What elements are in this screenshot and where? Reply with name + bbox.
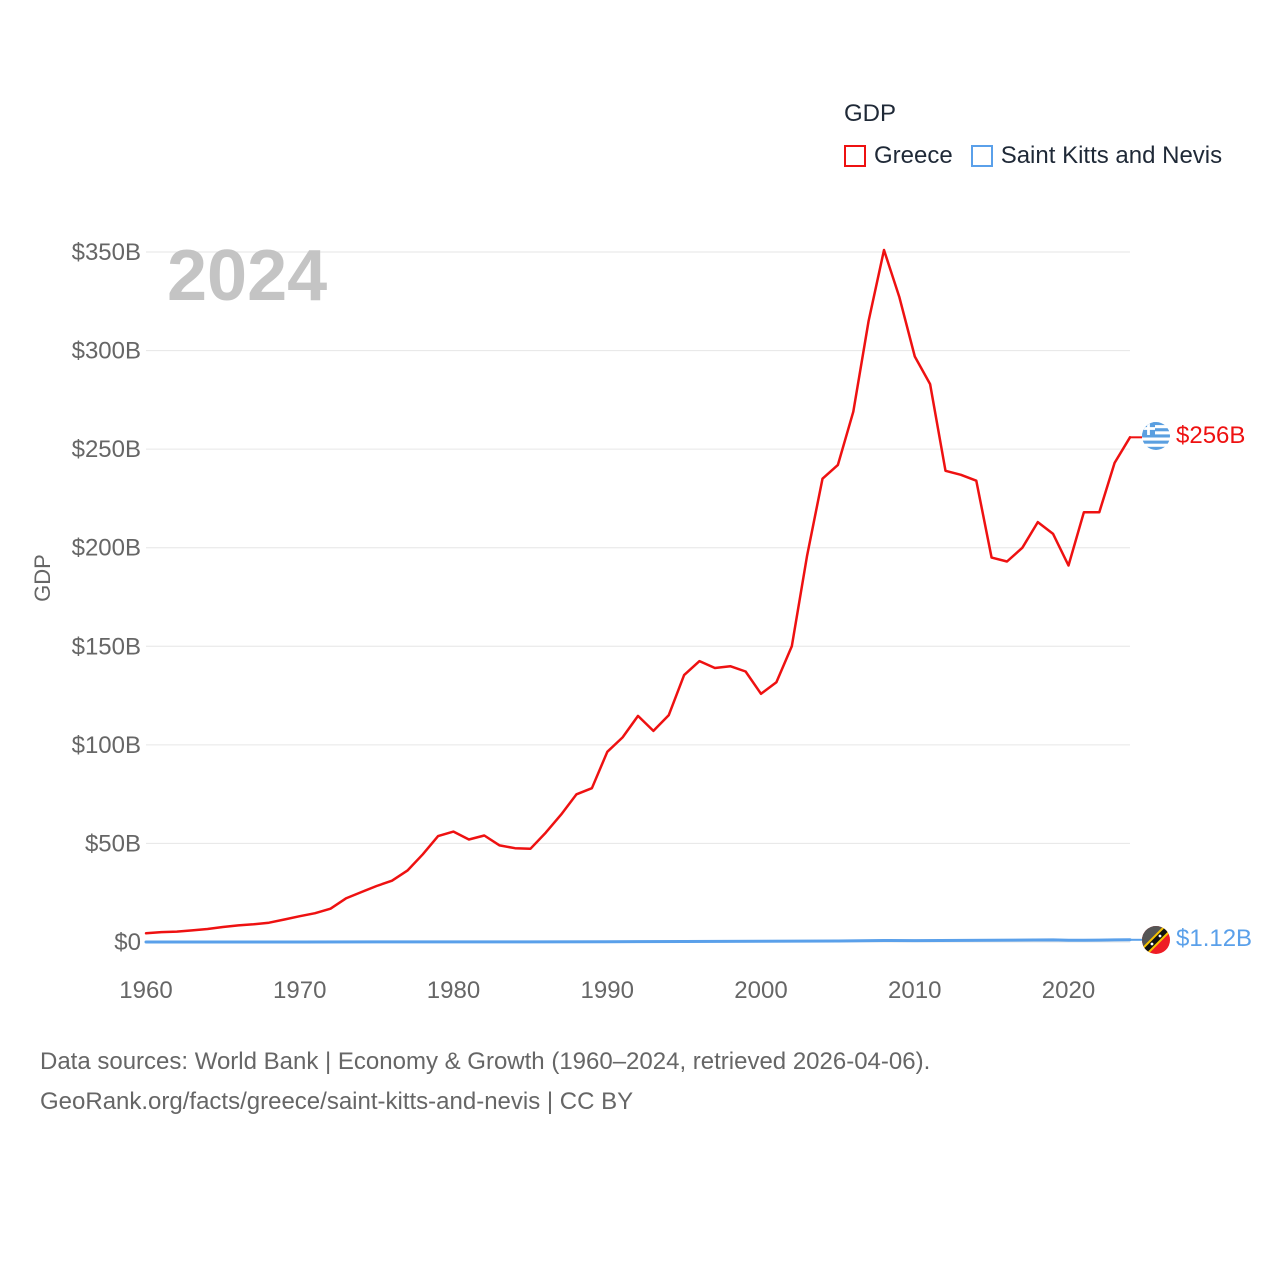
- y-tick-label: $50B: [85, 830, 141, 857]
- legend: Greece Saint Kitts and Nevis: [844, 142, 1240, 170]
- data-source-note: Data sources: World Bank | Economy & Gro…: [40, 1042, 930, 1122]
- y-tick-label: $100B: [72, 732, 141, 759]
- y-tick-label: $250B: [72, 436, 141, 463]
- x-tick-label: 1970: [273, 977, 326, 1004]
- x-axis-ticks: 1960 1970 1980 1990 2000 2010 2020: [119, 977, 1095, 1004]
- skn-end-label: $1.12B: [1176, 925, 1252, 952]
- legend-item-greece[interactable]: Greece: [844, 142, 953, 170]
- grid-lines: [146, 251, 1130, 943]
- y-tick-label: $350B: [72, 239, 141, 266]
- saint-kitts-nevis-flag-icon: [1142, 926, 1170, 954]
- x-tick-label: 2020: [1042, 977, 1095, 1004]
- x-tick-label: 2010: [888, 977, 941, 1004]
- x-tick-label: 2000: [734, 977, 787, 1004]
- legend-item-saint-kitts-and-nevis[interactable]: Saint Kitts and Nevis: [970, 142, 1223, 170]
- saint-kitts-nevis-swatch-icon: [970, 145, 993, 167]
- legend-title: GDP: [844, 100, 897, 127]
- greece-series-line[interactable]: [144, 248, 1132, 935]
- y-tick-label: $150B: [72, 633, 141, 660]
- y-tick-label: $0: [114, 929, 141, 956]
- y-axis-ticks: $0 $50B $100B $150B $200B $250B $300B $350B: [72, 239, 141, 956]
- legend-label-saint-kitts-and-nevis: Saint Kitts and Nevis: [1000, 142, 1223, 169]
- greece-end-label: $256B: [1176, 422, 1245, 449]
- y-axis-title: GDP: [30, 554, 55, 602]
- series-lines: [144, 248, 1142, 944]
- saint-kitts-and-nevis-series-line[interactable]: [144, 938, 1132, 944]
- x-tick-label: 1960: [119, 977, 172, 1004]
- y-tick-label: $200B: [72, 535, 141, 562]
- year-watermark: 2024: [167, 236, 327, 316]
- source-line-2[interactable]: GeoRank.org/facts/greece/saint-kitts-and…: [40, 1088, 634, 1115]
- legend-label-greece: Greece: [874, 142, 953, 169]
- source-line-1: Data sources: World Bank | Economy & Gro…: [40, 1048, 931, 1075]
- x-tick-label: 1980: [427, 977, 480, 1004]
- x-tick-label: 1990: [581, 977, 634, 1004]
- greece-swatch-icon: [844, 145, 866, 167]
- y-tick-label: $300B: [72, 338, 141, 365]
- greece-flag-icon: [1142, 422, 1170, 450]
